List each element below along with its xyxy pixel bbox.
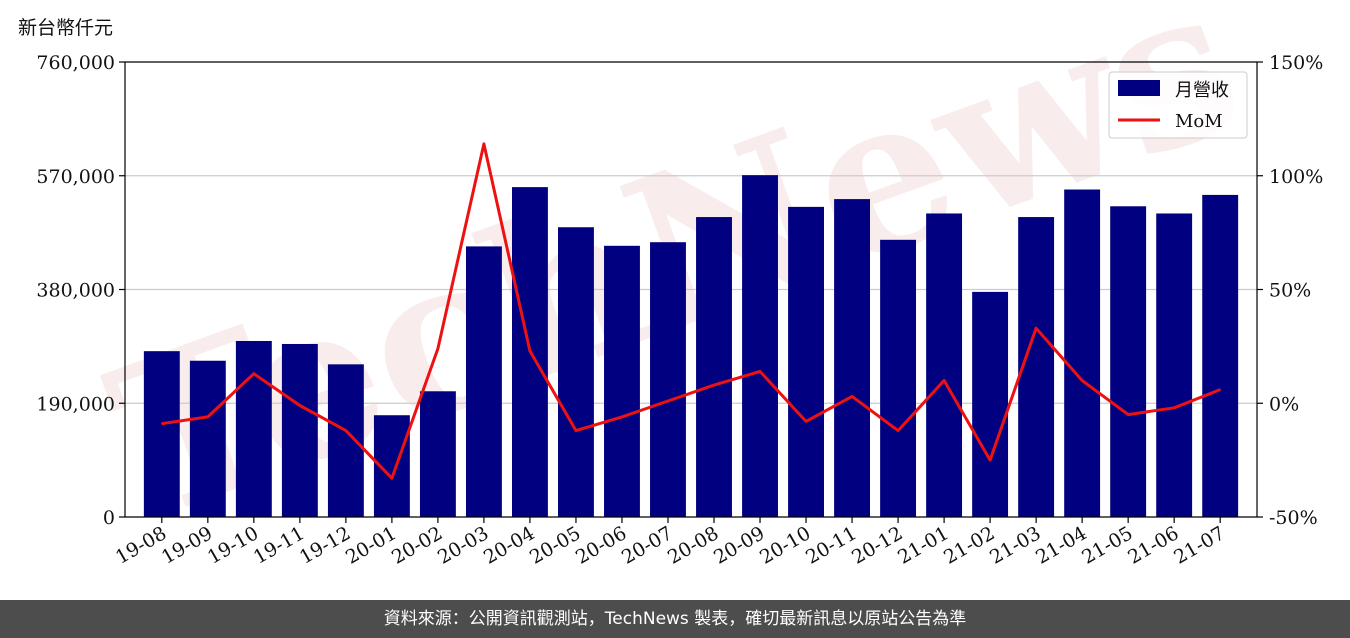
x-tick-label: 20-08 xyxy=(664,522,722,568)
bar-19-12 xyxy=(327,364,364,517)
mom-point-21-04 xyxy=(1081,379,1083,382)
bar-20-07 xyxy=(650,242,686,517)
x-tick-label: 19-08 xyxy=(112,522,170,568)
bar-20-11 xyxy=(834,199,871,517)
mom-point-20-07 xyxy=(667,400,669,402)
x-tick-label: 20-04 xyxy=(480,522,538,568)
bar-series xyxy=(143,175,1239,518)
x-tick-label: 20-07 xyxy=(618,522,676,568)
left-tick-label: 570,000 xyxy=(36,166,115,188)
bar-21-07 xyxy=(1202,194,1239,517)
mom-point-20-12 xyxy=(897,429,899,432)
right-axis: -50% 0% 50% 100% 150% xyxy=(1257,52,1323,529)
mom-point-20-03 xyxy=(483,143,485,145)
right-tick-label: -50% xyxy=(1269,507,1318,529)
mom-point-21-01 xyxy=(943,379,945,382)
mom-point-20-06 xyxy=(621,416,623,418)
mom-point-20-02 xyxy=(437,347,439,350)
mom-line-series xyxy=(161,142,1221,480)
mom-point-21-07 xyxy=(1219,388,1221,391)
left-tick-label: 760,000 xyxy=(36,52,115,74)
bar-20-08 xyxy=(696,217,732,517)
mom-point-19-12 xyxy=(345,429,347,432)
bar-20-12 xyxy=(880,239,917,517)
x-tick-label: 20-03 xyxy=(434,522,492,568)
left-axis: 0 190,000 380,000 570,000 760,000 xyxy=(36,52,125,529)
x-tick-label: 21-05 xyxy=(1078,522,1136,568)
x-tick-label: 20-05 xyxy=(526,522,584,568)
bar-21-02 xyxy=(972,291,1009,517)
mom-point-19-10 xyxy=(253,372,255,375)
bar-19-08 xyxy=(143,351,180,517)
mom-point-20-08 xyxy=(713,384,715,386)
x-tick-label: 20-06 xyxy=(572,522,630,568)
bar-20-03 xyxy=(465,246,502,518)
legend-swatch-bar xyxy=(1118,80,1160,96)
mom-point-19-09 xyxy=(207,416,209,418)
mom-point-20-05 xyxy=(575,429,577,432)
mom-point-21-05 xyxy=(1127,413,1129,416)
mom-point-20-10 xyxy=(805,420,807,423)
bar-21-06 xyxy=(1156,213,1193,517)
right-tick-label: 150% xyxy=(1269,52,1323,74)
right-tick-label: 100% xyxy=(1269,166,1323,188)
source-footer: 資料來源：公開資訊觀測站，TechNews 製表，確切最新訊息以原站公告為準 xyxy=(0,600,1350,638)
bar-21-03 xyxy=(1018,217,1055,517)
left-tick-label: 0 xyxy=(103,507,115,529)
x-tick-label: 19-12 xyxy=(296,522,354,568)
bar-20-05 xyxy=(558,227,594,517)
mom-point-21-02 xyxy=(989,459,991,461)
unit-label: 新台幣仟元 xyxy=(18,17,113,39)
x-tick-label: 20-11 xyxy=(802,522,860,568)
mom-point-19-11 xyxy=(299,404,301,407)
bar-20-09 xyxy=(742,175,778,518)
bar-19-10 xyxy=(235,340,272,517)
legend-label-mom: MoM xyxy=(1175,111,1223,132)
x-tick-label: 20-02 xyxy=(388,522,446,568)
x-tick-label: 21-03 xyxy=(986,522,1044,568)
bar-20-02 xyxy=(419,391,456,517)
mom-point-21-06 xyxy=(1173,407,1175,409)
mom-point-19-08 xyxy=(161,422,163,425)
x-tick-label: 20-12 xyxy=(848,522,906,568)
bar-20-10 xyxy=(788,206,824,517)
right-tick-label: 0% xyxy=(1269,393,1299,415)
mom-point-20-01 xyxy=(391,477,393,480)
mom-point-21-03 xyxy=(1035,327,1037,329)
x-tick-label: 21-06 xyxy=(1124,522,1182,568)
bar-21-01 xyxy=(926,213,963,517)
mom-point-20-04 xyxy=(529,350,531,352)
bar-20-06 xyxy=(604,245,640,517)
left-tick-label: 190,000 xyxy=(36,393,115,415)
mom-point-20-11 xyxy=(851,395,853,398)
x-tick-label: 21-04 xyxy=(1032,522,1090,568)
right-tick-label: 50% xyxy=(1269,280,1311,302)
x-tick-label: 20-10 xyxy=(756,522,814,568)
x-tick-label: 20-01 xyxy=(342,522,400,568)
legend-label-revenue: 月營收 xyxy=(1175,80,1229,101)
bar-21-05 xyxy=(1110,206,1147,517)
mom-point-20-09 xyxy=(759,370,761,373)
x-tick-label: 21-07 xyxy=(1170,522,1228,568)
legend: 月營收 MoM xyxy=(1108,71,1248,139)
x-tick-label: 21-01 xyxy=(894,522,952,568)
bar-19-09 xyxy=(189,360,226,517)
x-tick-label: 21-02 xyxy=(940,522,998,568)
x-tick-label: 20-09 xyxy=(710,522,768,568)
mom-line xyxy=(161,142,1221,480)
bar-19-11 xyxy=(281,343,318,517)
bar-21-04 xyxy=(1064,189,1101,518)
left-tick-label: 380,000 xyxy=(36,280,115,302)
